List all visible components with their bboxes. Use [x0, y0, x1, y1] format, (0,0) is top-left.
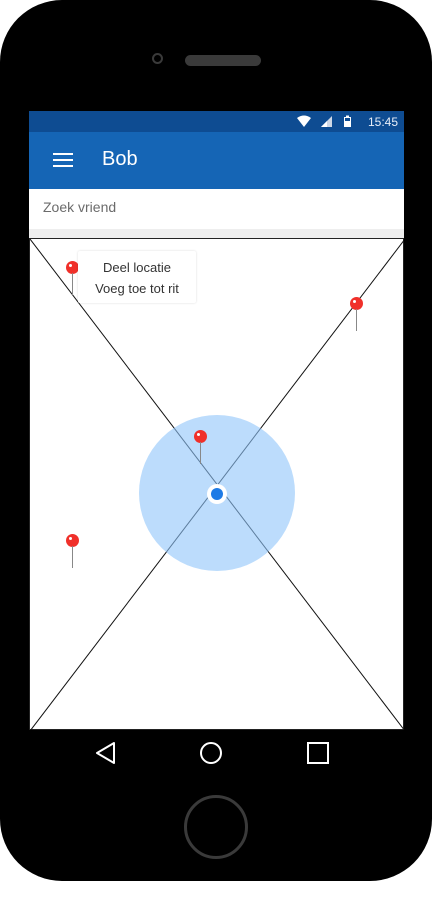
map-pin-icon[interactable] — [350, 297, 364, 333]
status-time: 15:45 — [367, 115, 398, 129]
my-location-dot[interactable] — [207, 484, 227, 504]
phone-frame: 15:45 Bob — [0, 0, 432, 881]
battery-icon — [344, 115, 351, 127]
app-bar: Bob — [29, 132, 404, 189]
map-pin-icon[interactable] — [66, 261, 80, 297]
pin-action-popup: Deel locatie Voeg toe tot rit — [78, 251, 196, 303]
status-bar: 15:45 — [29, 111, 404, 132]
screen: 15:45 Bob — [29, 111, 404, 775]
share-location-option[interactable]: Deel locatie — [103, 260, 171, 275]
earpiece-speaker — [185, 55, 261, 66]
recents-square-icon[interactable] — [305, 740, 331, 766]
status-icons — [297, 115, 357, 129]
back-triangle-icon[interactable] — [93, 740, 119, 766]
hamburger-menu-icon[interactable] — [53, 153, 75, 169]
home-circle-icon[interactable] — [198, 740, 224, 766]
search-friend-input[interactable] — [43, 199, 383, 215]
front-camera — [152, 53, 163, 64]
physical-home-button[interactable] — [184, 795, 248, 859]
search-bar — [29, 189, 404, 229]
map-pin-icon[interactable] — [66, 534, 80, 570]
android-nav-bar — [29, 730, 404, 775]
map-pin-icon[interactable] — [194, 430, 208, 466]
add-to-ride-option[interactable]: Voeg toe tot rit — [95, 281, 179, 296]
signal-icon — [321, 116, 332, 127]
wifi-icon — [297, 115, 311, 127]
map-view[interactable]: Deel locatie Voeg toe tot rit — [29, 238, 404, 731]
divider — [29, 229, 404, 238]
app-title: Bob — [102, 148, 138, 170]
